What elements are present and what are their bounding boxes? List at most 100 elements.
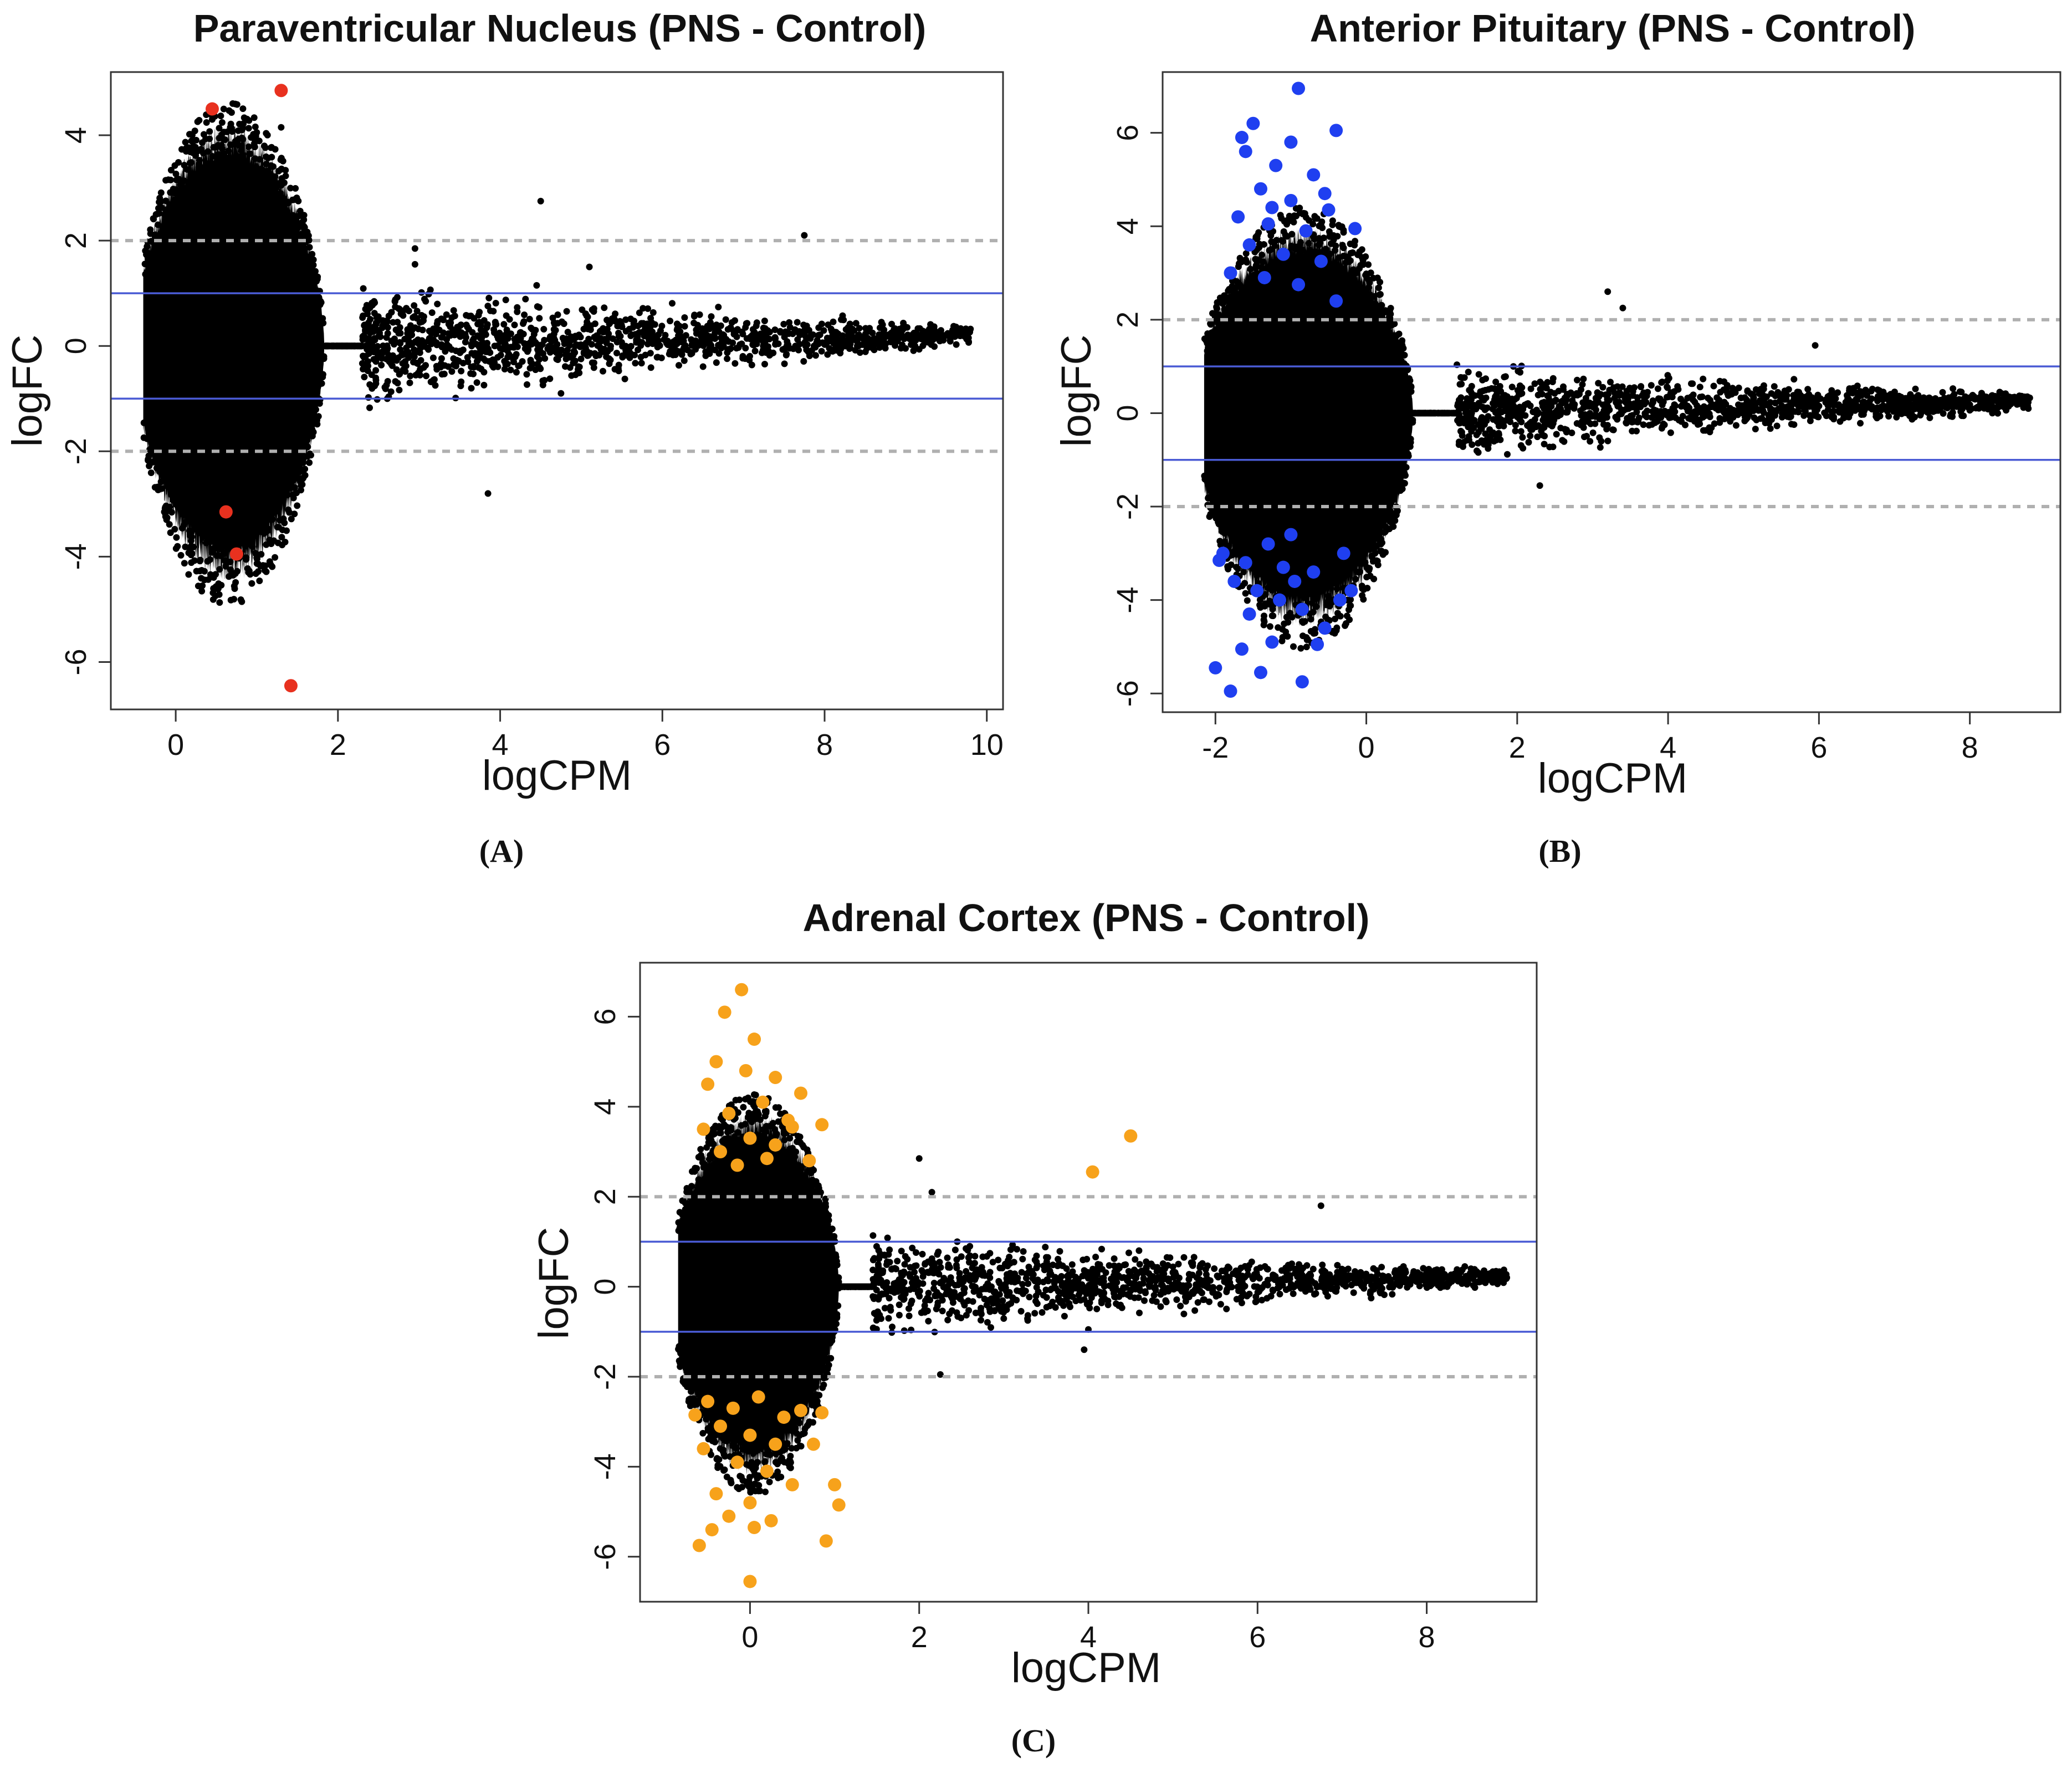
panel-a-data-point	[177, 197, 184, 204]
panel-b-data-point	[1948, 396, 1955, 403]
panel-a-data-point	[622, 347, 630, 354]
panel-b-data-point	[1475, 440, 1482, 447]
panel-b-data-point	[1877, 403, 1885, 411]
panel-b-data-point	[1494, 400, 1501, 407]
panel-b-significant-point	[1250, 584, 1264, 597]
panel-a-data-point	[731, 317, 738, 324]
panel-b-data-point	[1706, 413, 1713, 421]
panel-c-data-point	[761, 1112, 769, 1120]
panel-c-data-point	[1223, 1305, 1230, 1312]
panel-b-data-point	[1301, 618, 1308, 625]
panel-b-data-point	[1835, 407, 1843, 414]
panel-b-data-point	[1347, 596, 1354, 603]
panel-b-data-point	[1615, 402, 1623, 410]
panel-a-data-point	[142, 270, 149, 278]
panel-a-data-point	[186, 183, 193, 190]
panel-c-data-point	[719, 1435, 727, 1442]
panel-a-data-point	[244, 539, 251, 546]
panel-a-data-point	[140, 419, 147, 426]
panel-a-data-point	[177, 551, 185, 559]
panel-a-data-point	[965, 339, 972, 346]
panel-a-data-point	[208, 165, 215, 172]
panel-a-data-point	[214, 585, 222, 592]
panel-b-data-point	[1640, 421, 1647, 428]
panel-a-data-point	[906, 335, 913, 343]
panel-b-data-point	[1785, 386, 1792, 393]
panel-b-data-point	[1352, 576, 1359, 582]
panel-a-data-point	[396, 386, 403, 394]
panel-c-data-point	[790, 1416, 796, 1422]
panel-c-data-point	[835, 1274, 842, 1281]
panel-a-data-point	[902, 345, 909, 352]
panel-a-data-point	[743, 335, 750, 342]
panel-c-data-point	[812, 1383, 820, 1390]
panel-a-data-point	[835, 336, 842, 344]
panel-a-data-point	[301, 466, 309, 473]
panel-b-data-point	[1286, 589, 1292, 596]
panel-b-data-point	[1768, 390, 1775, 397]
panel-b-data-point	[1207, 339, 1214, 346]
panel-c-data-point	[761, 1136, 769, 1143]
panel-b-data-point	[1511, 396, 1518, 403]
panel-c-data-point	[833, 1258, 840, 1265]
panel-b-data-point	[1526, 420, 1533, 427]
panel-a-data-point	[443, 311, 450, 318]
panel-b-x-tick-label: 2	[1509, 731, 1526, 764]
panel-c-data-point	[787, 1458, 794, 1465]
panel-c-data-point	[761, 1129, 769, 1136]
panel-c-data-point	[775, 1118, 782, 1125]
panel-a-data-point	[173, 176, 180, 183]
panel-a-data-point	[715, 304, 722, 310]
panel-a-data-point	[378, 355, 385, 362]
panel-b-significant-point	[1307, 168, 1321, 182]
panel-a-data-point	[148, 450, 155, 457]
panel-a-data-point	[399, 360, 406, 367]
panel-a-data-point	[238, 166, 245, 173]
panel-a-data-point	[566, 364, 574, 371]
panel-c-dense-point-cloud	[678, 1111, 873, 1475]
panel-b-data-point	[1457, 394, 1465, 401]
panel-b-data-point	[1885, 396, 1892, 403]
panel-a-data-point	[361, 374, 368, 381]
panel-a-data-point	[681, 323, 688, 330]
panel-b-data-point	[1297, 645, 1304, 652]
panel-a-data-point	[163, 514, 171, 522]
panel-b-data-point	[1260, 621, 1267, 628]
panel-a-data-point	[402, 368, 409, 375]
panel-a-data-point	[587, 350, 594, 357]
panel-b-data-point	[1377, 279, 1384, 285]
panel-b-data-point	[1651, 419, 1658, 426]
panel-a-data-point	[252, 123, 259, 130]
panel-a-data-point	[689, 340, 695, 348]
panel-b-data-point	[1805, 392, 1813, 399]
panel-b-data-point	[1641, 397, 1648, 404]
panel-a-data-point	[209, 589, 217, 596]
panel-a-data-point	[238, 134, 245, 141]
panel-b-data-point	[1254, 235, 1261, 242]
panel-b-data-point	[2004, 395, 2011, 402]
panel-a-data-point	[284, 492, 291, 499]
panel-a-data-point	[782, 328, 789, 335]
panel-a-data-point	[615, 333, 622, 340]
panel-a-data-point	[470, 315, 478, 322]
panel-a-data-point	[891, 326, 898, 333]
panel-a-data-point	[188, 559, 195, 566]
panel-b-data-point	[1771, 383, 1778, 390]
panel-a-data-point	[576, 343, 584, 350]
panel-b-data-point	[1648, 382, 1655, 389]
panel-a-data-point	[800, 358, 807, 365]
panel-b-data-point	[1844, 396, 1851, 403]
panel-a-title: Paraventricular Nucleus (PNS - Control)	[193, 7, 927, 50]
panel-a-data-point	[186, 514, 193, 521]
panel-b-data-point	[1347, 241, 1354, 247]
panel-b-data-point	[1316, 222, 1323, 229]
panel-a-data-point	[475, 343, 483, 350]
panel-a-y-tick-label: 2	[59, 232, 93, 249]
panel-a-data-point	[178, 185, 186, 192]
panel-a-data-point	[434, 300, 441, 308]
panel-a-data-point	[172, 545, 180, 552]
panel-a-data-point	[217, 553, 224, 559]
panel-a-data-point	[318, 380, 325, 387]
panel-b-data-point	[1256, 601, 1263, 609]
panel-a-data-point	[298, 456, 305, 463]
